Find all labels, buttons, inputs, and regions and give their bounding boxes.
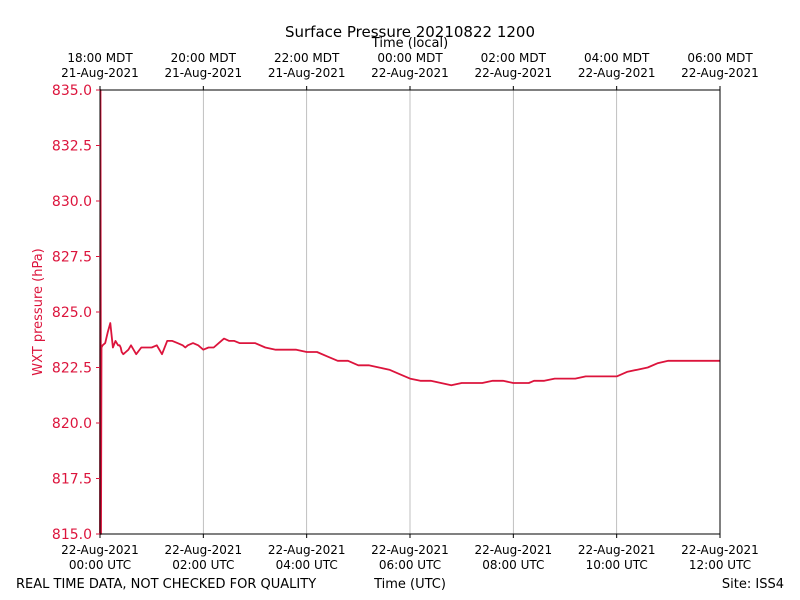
x-axis-label: Time (UTC) — [373, 577, 446, 592]
x-tick-label: 06:00 UTC — [379, 558, 441, 572]
top-tick-label: 06:00 MDT — [687, 51, 753, 65]
x-tick-label: 02:00 UTC — [172, 558, 234, 572]
grid-lines — [99, 90, 721, 534]
quality-disclaimer: REAL TIME DATA, NOT CHECKED FOR QUALITY — [16, 577, 316, 592]
y-tick-label: 832.5 — [52, 139, 92, 155]
y-axis-label: WXT pressure (hPa) — [31, 248, 46, 376]
top-tick-label: 22-Aug-2021 — [578, 66, 656, 80]
top-tick-label: 02:00 MDT — [481, 51, 547, 65]
top-tick-label: 21-Aug-2021 — [268, 66, 346, 80]
x-tick-label: 22-Aug-2021 — [681, 543, 759, 557]
y-tick-label: 835.0 — [52, 83, 92, 99]
x-tick-label: 08:00 UTC — [482, 558, 544, 572]
top-tick-label: 21-Aug-2021 — [165, 66, 243, 80]
y-tick-label: 830.0 — [52, 194, 92, 210]
x-tick-label: 22-Aug-2021 — [61, 543, 139, 557]
pressure-series-line — [99, 89, 720, 535]
top-tick-label: 22:00 MDT — [274, 51, 340, 65]
x-tick-label: 22-Aug-2021 — [475, 543, 553, 557]
top-tick-label: 00:00 MDT — [377, 51, 443, 65]
top-axis-label: Time (local) — [371, 36, 448, 51]
y-tick-label: 825.0 — [52, 305, 92, 321]
top-tick-label: 04:00 MDT — [584, 51, 650, 65]
x-tick-label: 10:00 UTC — [586, 558, 648, 572]
x-tick-label: 22-Aug-2021 — [578, 543, 656, 557]
y-tick-label: 817.5 — [52, 472, 92, 488]
top-tick-label: 18:00 MDT — [67, 51, 133, 65]
y-tick-label: 822.5 — [52, 361, 92, 377]
x-tick-label: 22-Aug-2021 — [268, 543, 346, 557]
y-tick-label: 827.5 — [52, 250, 92, 266]
y-tick-label: 815.0 — [52, 527, 92, 543]
x-tick-label: 22-Aug-2021 — [165, 543, 243, 557]
x-tick-label: 22-Aug-2021 — [371, 543, 449, 557]
x-tick-label: 04:00 UTC — [276, 558, 338, 572]
x-tick-label: 00:00 UTC — [69, 558, 131, 572]
y-ticks: 815.0 817.5 820.0 822.5 825.0 827.5 830.0 832.5… — [52, 83, 100, 543]
series-layer — [99, 89, 720, 535]
top-tick-label: 22-Aug-2021 — [371, 66, 449, 80]
top-tick-label: 20:00 MDT — [171, 51, 237, 65]
y-tick-label: 820.0 — [52, 416, 92, 432]
top-tick-label: 22-Aug-2021 — [681, 66, 759, 80]
top-tick-label: 22-Aug-2021 — [475, 66, 553, 80]
top-tick-label: 21-Aug-2021 — [61, 66, 139, 80]
x-tick-label: 12:00 UTC — [689, 558, 751, 572]
site-label: Site: ISS4 — [722, 577, 784, 592]
chart-title: Surface Pressure 20210822 1200 — [285, 23, 535, 41]
